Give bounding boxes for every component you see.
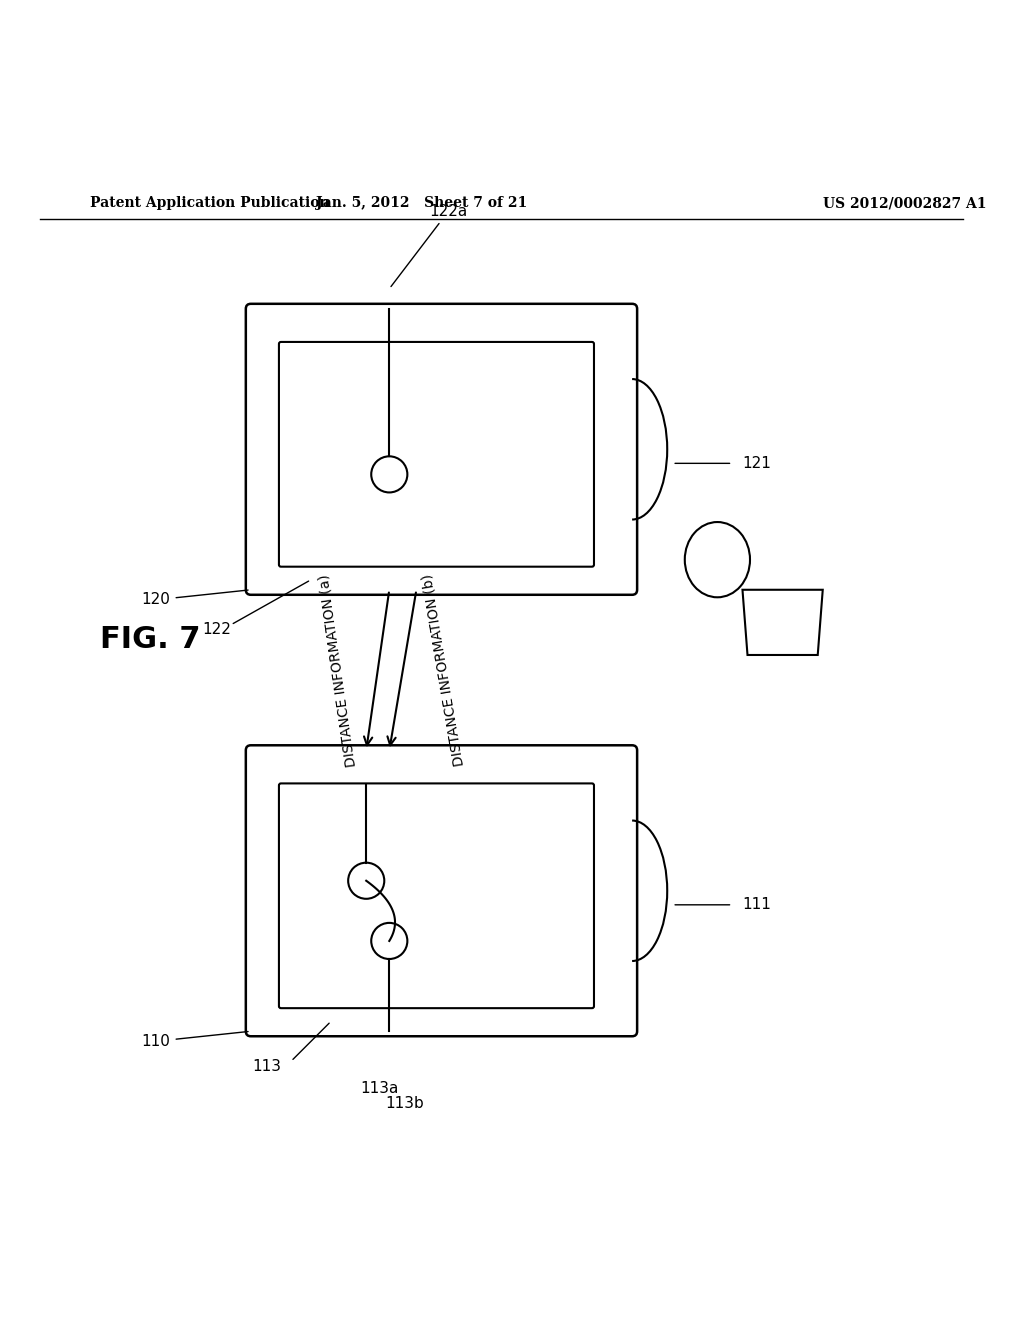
Text: 113: 113 — [252, 1059, 281, 1074]
Text: FIG. 7: FIG. 7 — [100, 626, 201, 655]
Text: DISTANCE INFORMATION (b): DISTANCE INFORMATION (b) — [420, 573, 466, 767]
Text: 122a: 122a — [391, 203, 468, 286]
Text: US 2012/0002827 A1: US 2012/0002827 A1 — [822, 197, 986, 210]
Text: USER: USER — [762, 616, 804, 630]
FancyBboxPatch shape — [246, 304, 637, 595]
Polygon shape — [742, 590, 822, 655]
Text: 111: 111 — [742, 898, 771, 912]
Text: 121: 121 — [742, 455, 771, 471]
Text: Patent Application Publication: Patent Application Publication — [90, 197, 330, 210]
Text: Jan. 5, 2012   Sheet 7 of 21: Jan. 5, 2012 Sheet 7 of 21 — [315, 197, 527, 210]
FancyBboxPatch shape — [279, 783, 594, 1008]
Text: 122: 122 — [202, 623, 230, 638]
Ellipse shape — [685, 521, 750, 597]
Text: 110: 110 — [141, 1031, 248, 1049]
Text: 120: 120 — [141, 590, 248, 607]
Text: 113a: 113a — [360, 1081, 398, 1097]
FancyBboxPatch shape — [246, 746, 637, 1036]
Text: DISTANCE INFORMATION (a): DISTANCE INFORMATION (a) — [316, 573, 358, 767]
Text: 113b: 113b — [385, 1097, 424, 1111]
FancyBboxPatch shape — [279, 342, 594, 566]
